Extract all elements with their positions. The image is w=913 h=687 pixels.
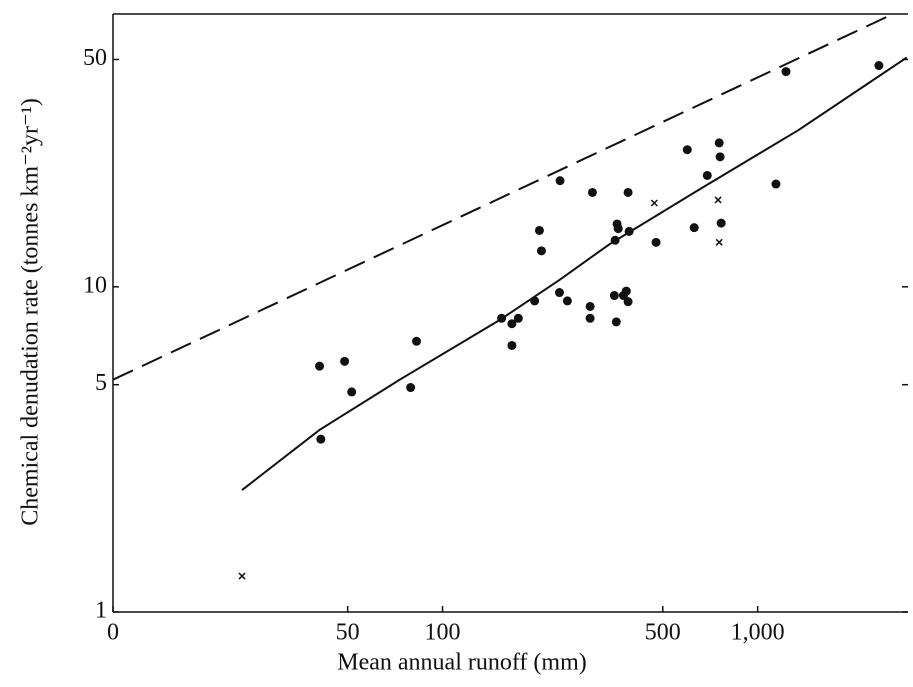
y-axis-label: Chemical denudation rate (tonnes km⁻²yr⁻… bbox=[18, 98, 44, 526]
data-point bbox=[621, 286, 631, 296]
data-point bbox=[689, 223, 699, 233]
data-point bbox=[715, 152, 725, 162]
data-point bbox=[507, 340, 517, 350]
data-point bbox=[611, 317, 621, 327]
data-point bbox=[536, 246, 546, 256]
data-point bbox=[781, 67, 791, 77]
cross-point bbox=[715, 238, 723, 246]
cross-point bbox=[238, 572, 246, 580]
y-tick-label: 50 bbox=[83, 45, 107, 71]
data-point bbox=[412, 336, 422, 346]
data-point bbox=[340, 356, 350, 366]
x-tick-label: 1,000 bbox=[731, 620, 785, 646]
data-point bbox=[507, 319, 517, 329]
data-point bbox=[562, 296, 572, 306]
data-point bbox=[555, 176, 565, 186]
data-point bbox=[316, 434, 326, 444]
data-point bbox=[623, 297, 633, 307]
y-tick-label: 10 bbox=[83, 272, 107, 298]
data-point bbox=[682, 145, 692, 155]
cross-point bbox=[650, 199, 658, 207]
data-point bbox=[702, 170, 712, 180]
data-point bbox=[534, 225, 544, 235]
x-tick-label: 500 bbox=[645, 620, 681, 646]
data-point bbox=[874, 61, 884, 71]
cross-point bbox=[714, 196, 722, 204]
trend-line bbox=[112, 12, 895, 381]
data-point bbox=[513, 313, 523, 323]
data-point bbox=[613, 224, 623, 234]
data-point bbox=[651, 237, 661, 247]
data-point bbox=[609, 291, 619, 301]
cross-stroke bbox=[714, 196, 722, 204]
cross-stroke bbox=[238, 572, 246, 580]
data-point bbox=[585, 313, 595, 323]
x-tick-label: 50 bbox=[336, 620, 360, 646]
data-point bbox=[585, 301, 595, 311]
trend-line bbox=[241, 56, 908, 491]
data-point bbox=[347, 387, 357, 397]
x-tick-label: 0 bbox=[107, 620, 119, 646]
data-point bbox=[771, 179, 781, 189]
y-tick-label: 1 bbox=[95, 598, 107, 624]
cross-stroke bbox=[650, 199, 658, 207]
data-point bbox=[587, 187, 597, 197]
data-point bbox=[716, 218, 726, 228]
data-point bbox=[714, 138, 724, 148]
data-point bbox=[554, 288, 564, 298]
data-point bbox=[315, 361, 325, 371]
cross-stroke bbox=[715, 238, 723, 246]
x-tick-label: 100 bbox=[425, 620, 461, 646]
x-axis-label: Mean annual runoff (mm) bbox=[337, 650, 586, 676]
data-point bbox=[623, 187, 633, 197]
data-point bbox=[406, 383, 416, 393]
y-tick-label: 5 bbox=[95, 370, 107, 396]
